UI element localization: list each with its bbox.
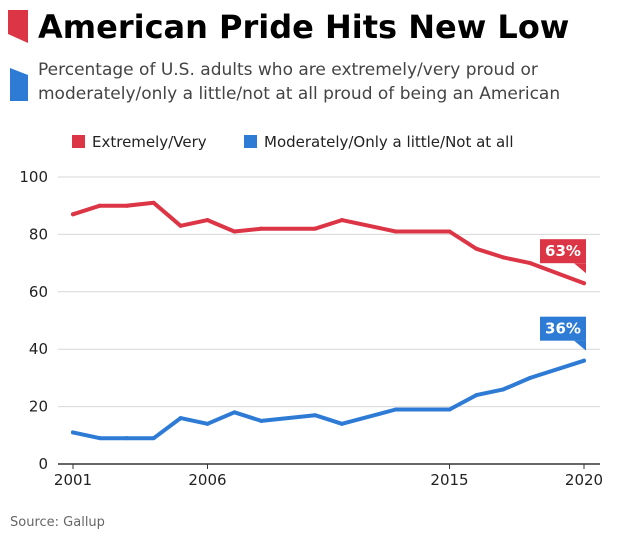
y-tick-label: 80 xyxy=(29,225,48,243)
end-label-pointer xyxy=(574,263,586,274)
data-point xyxy=(582,358,586,363)
data-point xyxy=(205,218,210,223)
end-label-box xyxy=(540,239,586,264)
legend-label-moderately: Moderately/Only a little/Not at all xyxy=(264,133,514,151)
data-point xyxy=(124,436,129,441)
x-tick-label: 2020 xyxy=(565,471,603,489)
data-point xyxy=(528,261,533,266)
data-point xyxy=(313,413,318,418)
data-point xyxy=(501,387,506,392)
legend-label-extremely-very: Extremely/Very xyxy=(92,133,207,151)
x-tick-label: 2001 xyxy=(54,471,92,489)
data-point xyxy=(71,430,75,435)
data-point xyxy=(313,226,318,231)
chart-title: American Pride Hits New Low xyxy=(38,8,569,46)
end-label-moderately: 36% xyxy=(540,316,586,351)
end-label-text: 63% xyxy=(545,242,581,260)
data-point xyxy=(97,436,102,441)
title-block: American Pride Hits New Low xyxy=(8,8,569,46)
data-point xyxy=(97,203,102,208)
data-point xyxy=(528,375,533,380)
data-point xyxy=(259,226,264,231)
data-point xyxy=(582,281,586,286)
subtitle-accent-icon xyxy=(10,68,28,101)
y-tick-label: 40 xyxy=(29,340,48,358)
y-tick-label: 20 xyxy=(29,398,48,416)
data-point xyxy=(259,418,264,423)
title-accent-icon xyxy=(8,10,28,43)
data-point xyxy=(393,407,398,412)
data-point xyxy=(178,223,183,228)
subtitle-line-1: Percentage of U.S. adults who are extrem… xyxy=(38,60,538,80)
x-tick-label: 2006 xyxy=(188,471,226,489)
data-point xyxy=(71,212,75,217)
end-label-text: 36% xyxy=(545,320,581,338)
end-labels: 63% 36% xyxy=(540,239,586,351)
series-extremely-very xyxy=(71,200,586,286)
x-axis-ticks: 2001 2006 2015 2020 xyxy=(54,464,603,489)
subtitle-line-2: moderately/only a little/not at all prou… xyxy=(38,84,560,104)
gridlines xyxy=(58,176,600,465)
source-note: Source: Gallup xyxy=(10,515,105,530)
data-point xyxy=(474,246,479,251)
series-moderately xyxy=(71,358,586,441)
data-point xyxy=(124,203,129,208)
legend: Extremely/Very Moderately/Only a little/… xyxy=(72,133,514,151)
data-point xyxy=(474,393,479,398)
data-point xyxy=(447,407,452,412)
data-point xyxy=(393,229,398,234)
data-point xyxy=(232,229,237,234)
data-point xyxy=(447,229,452,234)
data-point xyxy=(339,421,344,426)
end-label-extremely-very: 63% xyxy=(540,239,586,274)
legend-swatch-moderately xyxy=(244,135,257,148)
data-point xyxy=(501,255,506,260)
x-tick-label: 2015 xyxy=(430,471,468,489)
y-axis-ticks: 0 20 40 60 80 100 xyxy=(19,168,48,473)
data-point xyxy=(205,421,210,426)
subtitle-block: Percentage of U.S. adults who are extrem… xyxy=(10,60,560,104)
series xyxy=(71,200,586,441)
data-point xyxy=(339,218,344,223)
series-line xyxy=(71,358,586,441)
data-point xyxy=(232,410,237,415)
y-tick-label: 0 xyxy=(38,455,48,473)
end-label-box xyxy=(540,316,586,341)
data-point xyxy=(151,436,156,441)
legend-swatch-extremely-very xyxy=(72,135,85,148)
y-tick-label: 60 xyxy=(29,283,48,301)
series-line xyxy=(71,200,586,286)
end-label-pointer xyxy=(574,340,586,351)
data-point xyxy=(151,200,156,205)
data-point xyxy=(178,416,183,421)
y-tick-label: 100 xyxy=(19,168,48,186)
